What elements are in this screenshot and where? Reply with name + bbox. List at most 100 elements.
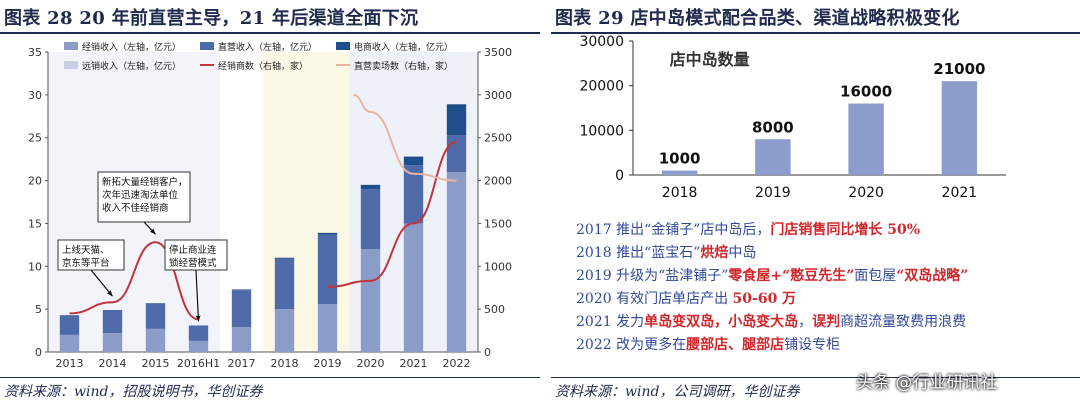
left-y-tick-label: 20 bbox=[28, 175, 42, 188]
note-highlight: 门店销售同比增长 50% bbox=[770, 222, 921, 238]
annotation-arrow bbox=[90, 269, 113, 297]
bar-segment-direct bbox=[188, 325, 209, 341]
bar-segment-direct bbox=[446, 135, 467, 172]
right-source: 资料来源：wind，公司调研，华创证券 bbox=[555, 384, 800, 400]
distributor-count-line bbox=[69, 241, 199, 321]
bar-segment-distributor bbox=[360, 249, 381, 352]
timeline-notes: 2017 推出“金铺子”店中岛后，门店销售同比增长 50% 2018 推出“蓝宝石… bbox=[576, 219, 1080, 357]
right-source-rule bbox=[551, 377, 1080, 378]
legend-swatch bbox=[64, 61, 78, 69]
data-label: 8000 bbox=[752, 118, 794, 136]
bar-segment-direct bbox=[102, 310, 123, 334]
note-text: 2018 推出“蓝宝石” bbox=[576, 245, 701, 261]
note-text: 铺设专柜 bbox=[784, 337, 841, 353]
left-title-rule bbox=[0, 32, 540, 34]
legend-label: 电商收入（左轴，亿元） bbox=[354, 41, 453, 53]
right-y-tick-label: 500 bbox=[484, 303, 505, 316]
bar-segment-direct bbox=[231, 290, 252, 328]
right-y-tick-label: 0 bbox=[484, 346, 491, 359]
legend-swatch bbox=[336, 42, 350, 50]
note-highlight: 单岛变双岛，小岛变大岛 bbox=[644, 314, 799, 330]
watermark: 头条 @行业研讯社 bbox=[856, 373, 998, 393]
annotation-text: 上线天猫、 bbox=[62, 244, 110, 256]
data-label: 16000 bbox=[840, 83, 892, 101]
note-text: ， bbox=[798, 314, 813, 330]
annotation-arrowhead bbox=[107, 290, 113, 297]
timeline-note: 2018 推出“蓝宝石”烘焙中岛 bbox=[576, 242, 1080, 265]
bar-2021 bbox=[941, 81, 978, 175]
x-tick-label: 2017 bbox=[228, 357, 256, 370]
bar-segment-distributor bbox=[188, 340, 209, 352]
bar-segment-distributor bbox=[317, 304, 338, 352]
annotation-text: 停止商业连 bbox=[169, 244, 217, 256]
x-tick-label: 2018 bbox=[662, 185, 698, 201]
left-y-tick-label: 30 bbox=[28, 89, 42, 102]
left-y-tick-label: 10 bbox=[28, 260, 42, 273]
legend-label: 经销收入（左轴，亿元） bbox=[82, 41, 181, 53]
timeline-note: 2021 发力单岛变双岛，小岛变大岛，误判商超流量致费用浪费 bbox=[576, 311, 1080, 334]
bar-segment-distributor bbox=[59, 334, 80, 352]
right-y-tick-label: 2500 bbox=[484, 132, 512, 145]
legend-swatch bbox=[200, 42, 214, 50]
legend-label: 远销收入（左轴，亿元） bbox=[82, 60, 181, 72]
bar-segment-ecommerce bbox=[274, 257, 295, 259]
left-figure-title: 图表 28 20 年前直营主导，21 年后渠道全面下沉 bbox=[4, 8, 419, 29]
right-y-tick-label: 3500 bbox=[484, 46, 512, 59]
note-text: 面包屋 bbox=[854, 268, 897, 284]
y-tick-label: 20000 bbox=[579, 79, 624, 95]
note-highlight: “双岛战略” bbox=[896, 268, 969, 284]
right-y-tick-label: 2000 bbox=[484, 175, 512, 188]
x-tick-label: 2018 bbox=[271, 357, 299, 370]
left-source: 资料来源：wind，招股说明书，华创证券 bbox=[4, 384, 263, 400]
left-y-tick-label: 15 bbox=[28, 217, 42, 230]
right-figure: 图表 29 店中岛模式配合品类、渠道战略积极变化 0 10000 20000 3000… bbox=[551, 0, 1080, 409]
x-tick-label: 2021 bbox=[942, 185, 978, 201]
x-tick-label: 2019 bbox=[755, 185, 791, 201]
x-tick-label: 2019 bbox=[314, 357, 342, 370]
annotation-arrowhead bbox=[150, 228, 156, 235]
right-y-tick-label: 1000 bbox=[484, 260, 512, 273]
bar-2020 bbox=[848, 103, 884, 175]
bar-segment-direct bbox=[59, 315, 80, 335]
direct-store-count-line bbox=[353, 93, 457, 182]
note-text: 2019 升级为“盐津铺子” bbox=[576, 268, 729, 284]
note-highlight: 50-60 万 bbox=[732, 291, 797, 307]
x-tick-label: 2015 bbox=[142, 357, 170, 370]
bar-segment-ecommerce bbox=[360, 184, 381, 190]
data-label: 21000 bbox=[933, 60, 985, 78]
left-source-rule bbox=[0, 377, 540, 378]
note-text: 2022 改为更多在 bbox=[576, 337, 687, 353]
left-figure: 图表 28 20 年前直营主导，21 年后渠道全面下沉 0 5 10 15 20 25 30… bbox=[0, 8, 540, 400]
note-text: 2020 有效门店单店产出 bbox=[576, 291, 733, 307]
legend-label: 经销商数（右轴，家） bbox=[218, 60, 308, 72]
note-highlight: 腰部店、腿部店 bbox=[686, 337, 785, 353]
annotation-text: 锁经营模式 bbox=[169, 257, 217, 269]
bar-segment-direct bbox=[274, 258, 295, 310]
bar-segment-ecommerce bbox=[446, 104, 467, 136]
bar-segment-distributor bbox=[446, 172, 467, 352]
note-text: 商超流量致费用浪费 bbox=[840, 314, 967, 330]
right-y-tick-label: 1500 bbox=[484, 217, 512, 230]
bar-segment-distributor bbox=[403, 223, 424, 352]
annotation-text: 次年迅速淘汰单位 bbox=[102, 189, 179, 201]
x-tick-label: 2013 bbox=[56, 357, 84, 370]
annotation-text: 收入不佳经销商 bbox=[102, 202, 169, 214]
bar-segment-ecommerce bbox=[231, 289, 252, 291]
annotation-arrowhead bbox=[195, 315, 201, 322]
bar-segment-direct bbox=[317, 234, 338, 304]
annotation-text: 京东等平台 bbox=[62, 257, 110, 269]
bar-segment-direct bbox=[360, 189, 381, 250]
y-tick-label: 10000 bbox=[579, 123, 624, 139]
legend-swatch bbox=[64, 42, 78, 50]
x-tick-label: 2021 bbox=[400, 357, 428, 370]
bar-segment-ecommerce bbox=[317, 232, 338, 235]
bar-segment-ecommerce bbox=[403, 156, 424, 166]
x-tick-label: 2014 bbox=[99, 357, 127, 370]
left-y-tick-label: 25 bbox=[28, 132, 42, 145]
bar-segment-distributor bbox=[231, 327, 252, 352]
bar-2018 bbox=[661, 170, 698, 175]
note-highlight: 误判 bbox=[812, 314, 841, 330]
right-title-rule bbox=[551, 32, 1080, 34]
x-tick-label: 2020 bbox=[848, 185, 884, 201]
right-y-tick-label: 3000 bbox=[484, 89, 512, 102]
